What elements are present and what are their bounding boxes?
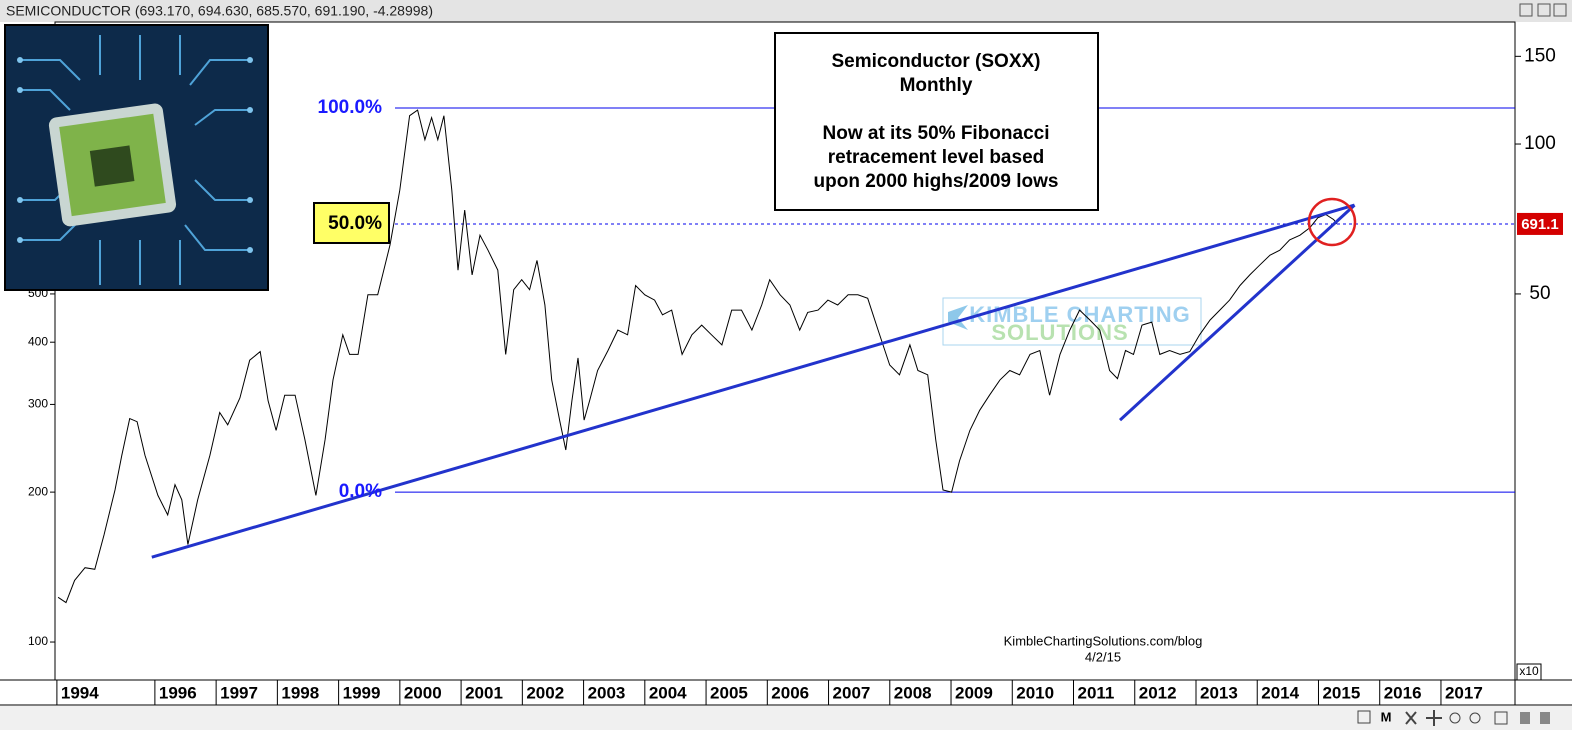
watermark-text: SOLUTIONS [991, 320, 1128, 345]
fib-level-label: 50.0% [328, 213, 382, 234]
watermark-box [942, 297, 1202, 346]
chip-image [4, 24, 269, 291]
x-tick-label: 2000 [404, 683, 442, 702]
x-tick-label: 2010 [1016, 683, 1054, 702]
x-tick-label: 2013 [1200, 683, 1238, 702]
y2-tick-label: 100 [1524, 133, 1556, 154]
toolbar-button[interactable] [1405, 711, 1417, 725]
x-tick-label: 2011 [1078, 683, 1115, 702]
fib-level-label: 100.0% [318, 97, 383, 118]
x-tick-label: 2012 [1139, 683, 1177, 702]
annotation-text: Monthly [900, 75, 973, 96]
x-tick-label: 1998 [281, 683, 319, 702]
x-tick-label: 2002 [526, 683, 564, 702]
x-tick-label: 2001 [465, 683, 503, 702]
x-tick-label: 1994 [61, 683, 99, 702]
x-tick-label: 1996 [159, 683, 197, 702]
annotation-text: upon 2000 highs/2009 lows [814, 171, 1059, 192]
annotation-text: retracement level based [828, 147, 1045, 168]
toolbar-button[interactable] [1449, 712, 1461, 724]
y-tick-label: 200 [28, 484, 48, 498]
scale-note: x10 [1519, 664, 1539, 678]
trendline [151, 203, 1355, 559]
window-button[interactable] [1537, 3, 1551, 17]
x-tick-label: 2009 [955, 683, 993, 702]
x-tick-label: 2016 [1384, 683, 1422, 702]
toolbar-button[interactable] [1520, 712, 1530, 724]
fib-level-label: 0.0% [339, 481, 382, 502]
watermark-logo [948, 305, 968, 330]
label-layer: 100.0% 50.0% 0.0% 691.1 [318, 97, 1563, 502]
y-tick-label: 100 [28, 634, 48, 648]
x-tick-label: 1999 [343, 683, 381, 702]
annotation-text: Now at its 50% Fibonacci [823, 123, 1050, 144]
header-bar [0, 0, 1572, 22]
x-tick-label: 2015 [1322, 683, 1360, 702]
x-tick-label: 2004 [649, 683, 687, 702]
x-tick-label: 2007 [833, 683, 871, 702]
window-button[interactable] [1553, 3, 1567, 17]
toolbar-button[interactable]: M [1381, 709, 1392, 724]
x-tick-label: 2008 [894, 683, 932, 702]
y-tick-label: 300 [28, 397, 48, 411]
window-button[interactable] [1519, 3, 1533, 17]
highlight-circle [1307, 197, 1357, 247]
toolbar [0, 706, 1572, 730]
x-tick-label: 2005 [710, 683, 748, 702]
price-tag-box [1517, 212, 1563, 235]
x-tick-label: 2014 [1261, 683, 1299, 702]
toolbar-button[interactable] [1540, 712, 1550, 724]
toolbar-button[interactable] [1494, 711, 1508, 725]
x-tick-label: 2006 [771, 683, 809, 702]
source-text: KimbleChartingSolutions.com/blog [1004, 633, 1203, 648]
x-tick-label: 2017 [1445, 683, 1483, 702]
y2-tick-label: 150 [1524, 45, 1556, 66]
annotation-text: Semiconductor (SOXX) [831, 51, 1040, 72]
toolbar-button[interactable] [1426, 710, 1442, 726]
toolbar-button[interactable] [1469, 712, 1481, 724]
x-tick-label: 2003 [588, 683, 626, 702]
scale-note-box [1516, 663, 1542, 681]
annotation-box [774, 32, 1099, 211]
date-text: 4/2/15 [1085, 649, 1121, 664]
x-tick-label: 1997 [220, 683, 258, 702]
header-text: SEMICONDUCTOR (693.170, 694.630, 685.570… [6, 3, 433, 19]
toolbar-button[interactable] [1357, 710, 1371, 724]
trendline [1118, 203, 1356, 422]
y-tick-label: 400 [28, 334, 48, 348]
price-tag-label: 691.1 [1521, 216, 1559, 233]
y2-tick-label: 50 [1529, 283, 1550, 304]
price-line [57, 109, 1338, 604]
fib-label-box [313, 202, 390, 244]
